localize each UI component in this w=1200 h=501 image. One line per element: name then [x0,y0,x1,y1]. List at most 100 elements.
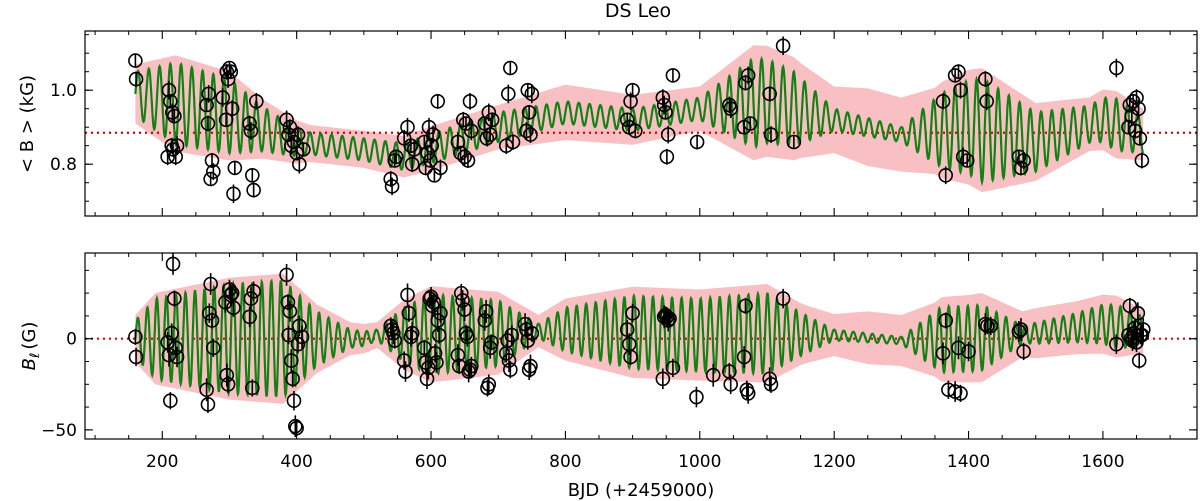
point-marker [481,376,497,392]
point-marker [623,94,638,109]
point-marker [665,68,681,83]
point-marker [220,71,236,87]
point-marker [163,94,178,109]
data-point [219,363,235,387]
data-point [1129,332,1144,353]
data-point [627,123,643,139]
point-marker [453,285,469,301]
point-marker [477,313,493,328]
point-marker [220,376,236,392]
data-point [421,356,436,380]
point-marker [388,149,404,165]
data-point [1130,302,1146,325]
data-point [290,335,306,354]
point-marker [206,164,221,179]
data-point [464,121,479,141]
point-marker [400,287,415,303]
point-marker [422,291,437,306]
data-point [128,347,144,367]
point-marker [519,123,534,139]
point-marker [478,304,494,319]
data-point [206,338,221,357]
point-marker [1016,344,1031,359]
y-tick-label: 0 [66,330,77,350]
data-point [484,334,499,351]
data-point [662,310,677,327]
data-point [220,70,236,88]
point-marker [243,123,259,139]
point-marker [705,367,721,383]
data-point [951,64,966,80]
data-point [953,81,968,99]
point-marker [501,353,517,368]
data-point [200,395,216,413]
point-marker [935,345,951,361]
point-marker [164,325,179,341]
data-point [422,289,437,308]
data-point [1135,318,1151,342]
point-marker [619,322,635,337]
data-point [246,182,261,198]
bottom-plot-frame [84,252,1198,440]
point-marker [1129,90,1144,105]
data-point [953,384,968,403]
point-marker [282,119,298,135]
data-point [1109,58,1124,78]
point-marker [383,171,399,187]
data-point [665,68,681,83]
data-point [285,370,300,388]
point-marker [1127,123,1143,139]
point-marker [938,313,954,328]
point-marker [1109,336,1124,352]
data-point [656,95,672,115]
panel-magnetic-field-strength: 0.8 1.0 < B > (kG) [17,30,1198,217]
data-point [1016,152,1031,169]
point-marker [660,313,676,328]
point-marker [433,160,448,176]
data-point [167,290,182,307]
point-marker [206,340,221,356]
point-marker [128,349,144,365]
point-marker [959,153,975,168]
data-point [420,144,435,162]
point-marker [504,327,519,343]
data-point [935,93,951,110]
data-point [1127,123,1143,139]
data-point [762,86,777,102]
top-axis-ticks: 0.8 1.0 [50,31,1197,216]
data-point [655,89,671,106]
point-marker [938,168,954,183]
data-point [128,53,143,68]
point-marker [481,105,497,120]
data-point [519,122,534,140]
point-marker [1135,322,1151,337]
data-point [736,346,752,368]
uncertainty-band-area [135,273,1144,404]
top-y-axis-label: < B > (kG) [17,75,38,173]
data-point [421,117,437,137]
point-marker [462,94,478,109]
point-marker [204,153,220,168]
data-point [206,163,221,180]
point-marker [455,112,471,128]
point-marker [430,94,446,109]
data-point [242,306,257,328]
point-marker [246,283,261,299]
data-point [523,354,538,378]
point-marker [219,64,235,79]
data-point [128,71,144,87]
point-marker [199,382,214,398]
data-point [689,386,704,408]
x-tick-label: 400 [280,452,312,472]
point-marker [955,149,971,165]
data-point [203,273,218,295]
data-point [523,126,538,143]
data-point [294,325,310,349]
data-point [417,134,432,150]
point-marker [953,82,968,98]
data-point [292,315,307,337]
data-point [296,142,311,157]
x-tick-label: 600 [415,452,447,472]
point-marker [460,153,476,168]
point-marker [951,340,966,356]
